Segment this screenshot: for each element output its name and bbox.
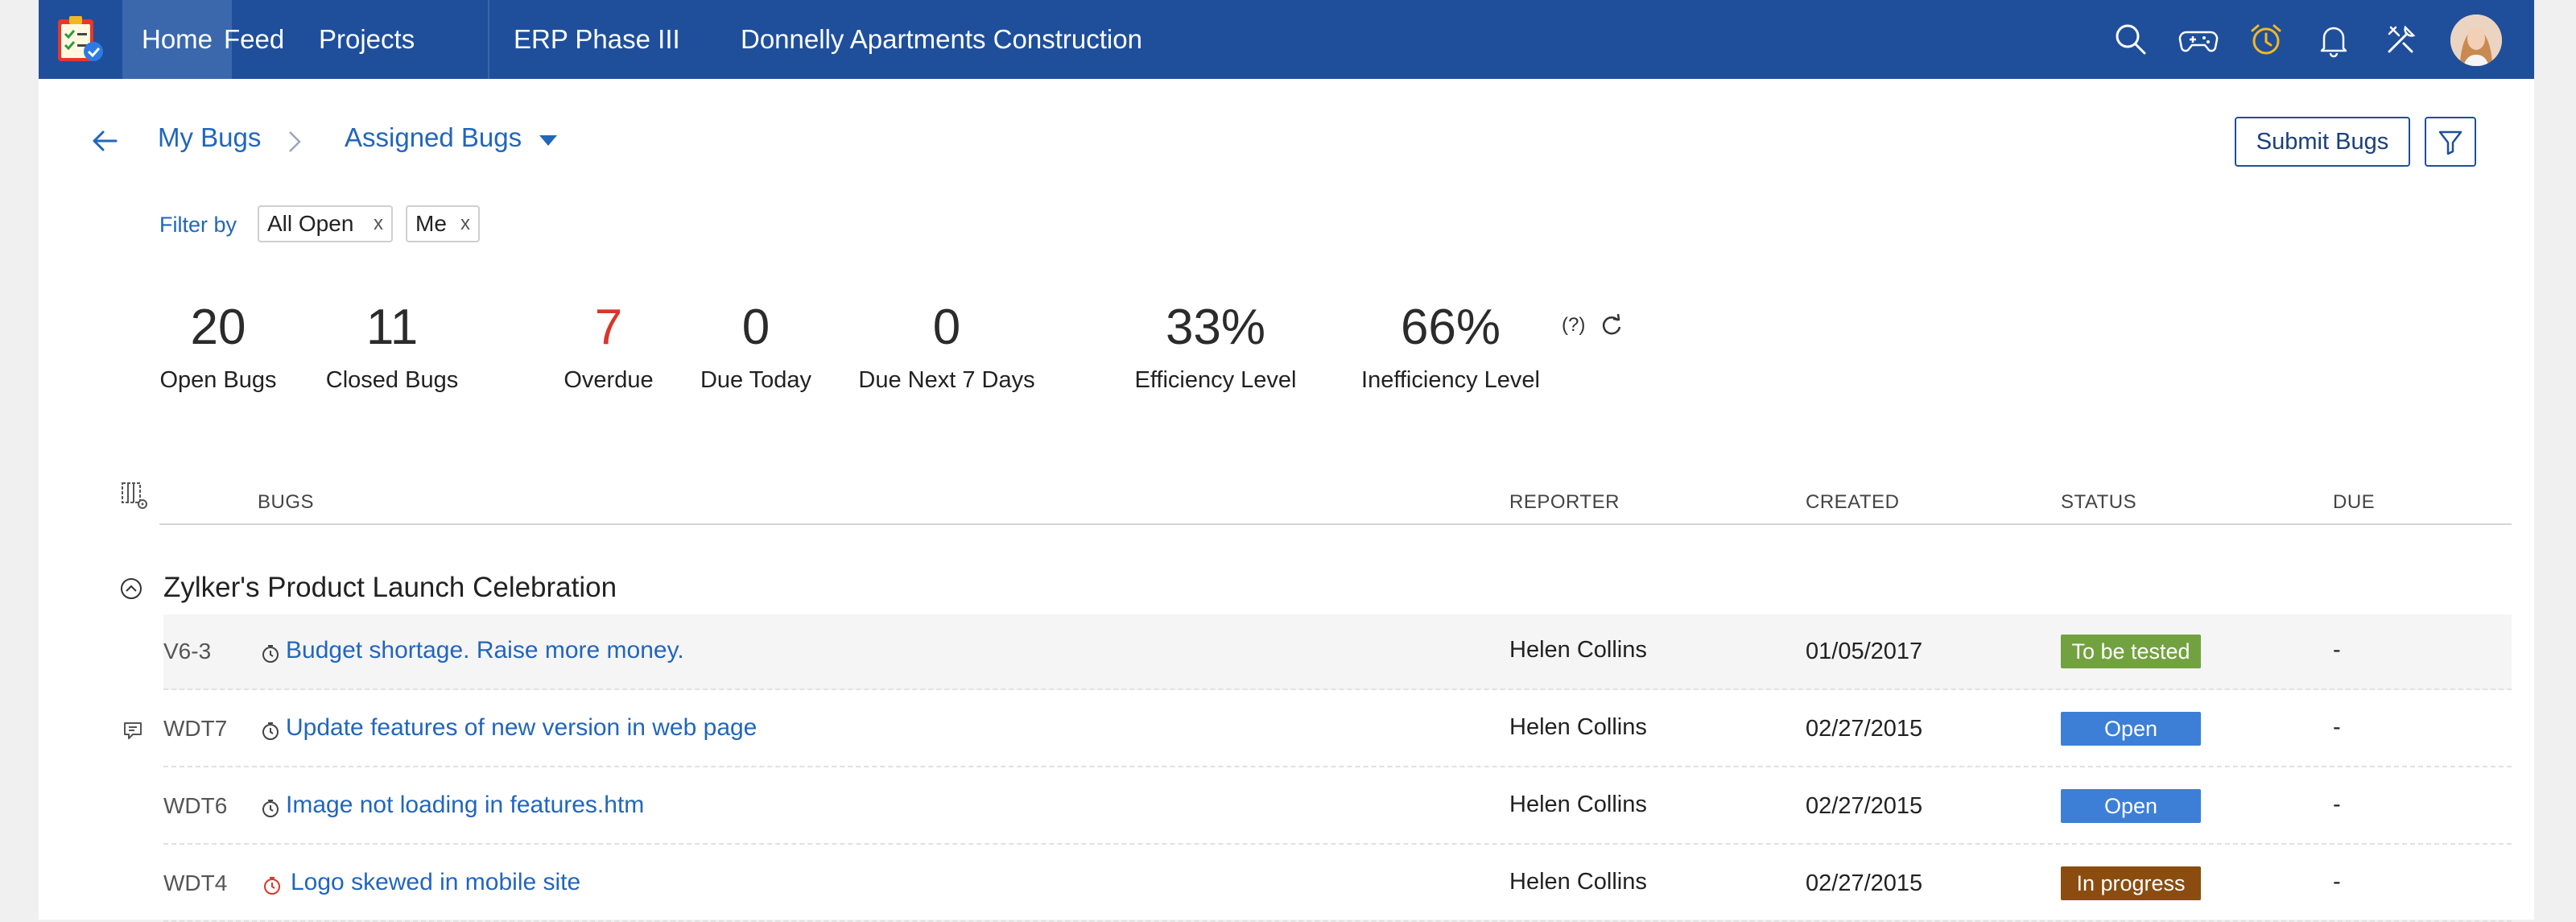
bug-due-date: - bbox=[2333, 637, 2341, 663]
bell-icon[interactable] bbox=[2314, 19, 2354, 60]
bug-title-link[interactable]: Logo skewed in mobile site bbox=[291, 869, 581, 895]
column-header-created[interactable]: CREATED bbox=[1806, 491, 1900, 513]
stat-label: Overdue bbox=[564, 367, 654, 393]
filter-chip-label: Me bbox=[415, 211, 447, 236]
stat-efficiency-level: 33% Efficiency Level bbox=[1127, 300, 1304, 394]
nav-feed[interactable]: Feed bbox=[224, 24, 285, 54]
bug-id: WDT6 bbox=[163, 793, 228, 818]
stat-value: 11 bbox=[365, 300, 419, 355]
stat-value: 33% bbox=[1165, 300, 1266, 355]
alarm-clock-icon[interactable] bbox=[2246, 19, 2286, 60]
user-avatar[interactable] bbox=[2450, 14, 2502, 66]
stat-due-next-7-days[interactable]: 0 Due Next 7 Days bbox=[850, 300, 1043, 394]
breadcrumb-chevron-right-icon bbox=[289, 131, 301, 152]
clock-icon bbox=[262, 645, 279, 663]
bug-reporter: Helen Collins bbox=[1509, 637, 1647, 663]
stat-value: 7 bbox=[594, 300, 623, 355]
stat-closed-bugs[interactable]: 11 Closed Bugs bbox=[324, 300, 460, 394]
bug-reporter: Helen Collins bbox=[1509, 869, 1647, 895]
app-window: Home Feed Projects ERP Phase III Donnell… bbox=[39, 0, 2534, 922]
filter-by-label: Filter by bbox=[159, 213, 237, 237]
group-title: Zylker's Product Launch Celebration bbox=[163, 572, 617, 603]
filter-chip-label: All Open bbox=[267, 211, 354, 236]
clock-icon bbox=[262, 722, 279, 740]
bug-created-date: 01/05/2017 bbox=[1806, 639, 1923, 664]
view-selector-assigned-bugs[interactable]: Assigned Bugs bbox=[345, 122, 522, 152]
stat-value: 66% bbox=[1400, 300, 1501, 355]
filter-chip-me[interactable]: Me x bbox=[406, 205, 480, 242]
table-row[interactable]: WDT6 Image not loading in features.htm H… bbox=[163, 769, 2512, 845]
bug-title-link[interactable]: Budget shortage. Raise more money. bbox=[286, 637, 684, 664]
stat-label: Inefficiency Level bbox=[1361, 367, 1540, 393]
table-row[interactable]: WDT7 Update features of new version in w… bbox=[163, 692, 2512, 767]
bug-created-date: 02/27/2015 bbox=[1806, 870, 1923, 896]
stat-overdue[interactable]: 7 Overdue bbox=[560, 300, 657, 394]
column-settings-icon[interactable] bbox=[119, 480, 151, 512]
stat-value: 20 bbox=[190, 300, 246, 355]
remove-filter-icon[interactable]: x bbox=[460, 213, 470, 234]
bug-due-date: - bbox=[2333, 714, 2341, 740]
status-badge[interactable]: To be tested bbox=[2061, 635, 2201, 668]
table-row[interactable]: V6-3 Budget shortage. Raise more money. … bbox=[163, 614, 2512, 690]
column-header-reporter[interactable]: REPORTER bbox=[1509, 491, 1620, 513]
bug-due-date: - bbox=[2333, 792, 2341, 817]
stat-label: Closed Bugs bbox=[325, 367, 459, 393]
bug-id: WDT7 bbox=[163, 716, 228, 741]
comment-icon[interactable] bbox=[122, 719, 144, 742]
filter-chip-all-open[interactable]: All Open x bbox=[258, 205, 393, 242]
tools-icon[interactable] bbox=[2381, 19, 2421, 60]
nav-project-donnelly-apartments[interactable]: Donnelly Apartments Construction bbox=[741, 24, 1142, 54]
bug-created-date: 02/27/2015 bbox=[1806, 793, 1923, 819]
stat-label: Open Bugs bbox=[159, 367, 277, 393]
bug-reporter: Helen Collins bbox=[1509, 792, 1647, 817]
bug-title-link[interactable]: Image not loading in features.htm bbox=[286, 792, 645, 818]
stat-open-bugs[interactable]: 20 Open Bugs bbox=[158, 300, 279, 394]
status-badge[interactable]: In progress bbox=[2061, 866, 2201, 900]
bug-created-date: 02/27/2015 bbox=[1806, 716, 1923, 742]
remove-filter-icon[interactable]: x bbox=[374, 213, 383, 234]
stat-value: 0 bbox=[741, 300, 770, 355]
stat-label: Efficiency Level bbox=[1134, 367, 1297, 393]
stat-due-today[interactable]: 0 Due Today bbox=[696, 300, 816, 394]
column-header-due[interactable]: DUE bbox=[2333, 491, 2376, 513]
bug-id: WDT4 bbox=[163, 870, 228, 895]
refresh-icon[interactable] bbox=[1599, 312, 1624, 338]
stat-value: 0 bbox=[932, 300, 961, 355]
avatar-image-icon bbox=[2450, 14, 2502, 66]
stat-inefficiency-level: 66% Inefficiency Level bbox=[1354, 300, 1547, 394]
search-icon[interactable] bbox=[2111, 19, 2151, 60]
status-badge[interactable]: Open bbox=[2061, 712, 2201, 746]
stat-label: Due Next 7 Days bbox=[858, 367, 1035, 393]
top-navigation-bar: Home Feed Projects ERP Phase III Donnell… bbox=[39, 0, 2534, 79]
back-arrow-icon[interactable] bbox=[89, 125, 121, 157]
bug-reporter: Helen Collins bbox=[1509, 714, 1647, 740]
column-header-bugs[interactable]: BUGS bbox=[258, 491, 315, 513]
stats-help-icon[interactable]: (?) bbox=[1562, 314, 1586, 336]
bug-id: V6-3 bbox=[163, 639, 212, 664]
bug-title-link[interactable]: Update features of new version in web pa… bbox=[286, 714, 758, 741]
status-badge[interactable]: Open bbox=[2061, 789, 2201, 823]
nav-project-erp-phase-iii[interactable]: ERP Phase III bbox=[514, 24, 680, 54]
overdue-clock-icon bbox=[264, 877, 280, 895]
filter-button[interactable] bbox=[2425, 117, 2476, 167]
view-selector-caret-icon[interactable] bbox=[539, 135, 557, 146]
nav-projects[interactable]: Projects bbox=[319, 24, 415, 54]
column-header-status[interactable]: STATUS bbox=[2061, 491, 2137, 513]
app-logo-icon[interactable] bbox=[53, 13, 106, 66]
bug-due-date: - bbox=[2333, 869, 2341, 895]
nav-home[interactable]: Home bbox=[122, 0, 233, 79]
gamepad-icon[interactable] bbox=[2178, 19, 2219, 60]
clock-icon bbox=[262, 800, 279, 817]
funnel-icon bbox=[2438, 130, 2462, 155]
table-row[interactable]: WDT4 Logo skewed in mobile site Helen Co… bbox=[163, 846, 2512, 922]
header-divider bbox=[159, 523, 2512, 525]
stat-label: Due Today bbox=[700, 367, 812, 393]
nav-divider bbox=[488, 0, 489, 79]
breadcrumb-my-bugs[interactable]: My Bugs bbox=[158, 122, 262, 152]
collapse-group-icon[interactable] bbox=[119, 577, 143, 601]
submit-bugs-button[interactable]: Submit Bugs bbox=[2235, 117, 2410, 167]
